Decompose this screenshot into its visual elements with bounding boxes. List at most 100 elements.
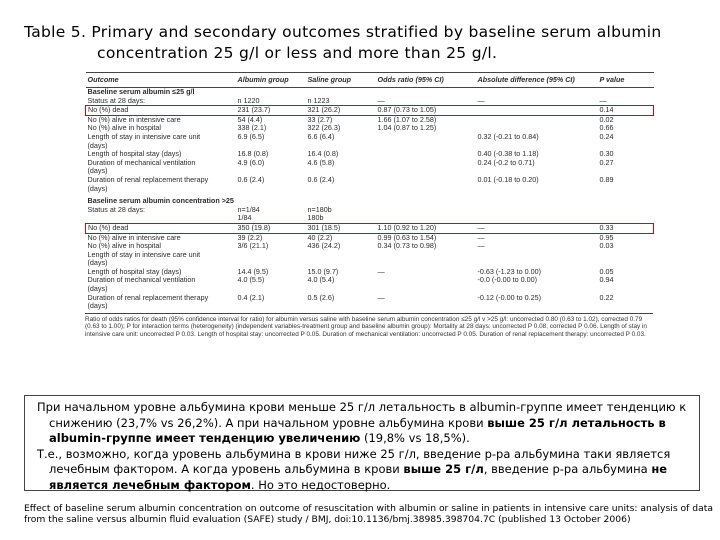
row-label-cell: Duration of mechanical ventilation	[87, 158, 196, 167]
table-cell: 0.01 (-0.18 to 0.20)	[477, 175, 539, 184]
table-cell: 1.04 (0.87 to 1.25)	[377, 124, 437, 133]
commentary-box: При начальном уровне альбумина крови мен…	[24, 395, 700, 492]
commentary-2-text-c: , введение р-ра альбумина	[483, 462, 652, 476]
commentary-1-text-a: При начальном уровне альбумина крови мен…	[37, 400, 687, 430]
table-cell: 15.0 (9.7)	[307, 267, 339, 276]
table-cell	[236, 88, 306, 97]
table-cell: 4.0 (5.5)	[237, 276, 265, 285]
table-row: No (%) alive in hospital 3/6 (21.1) 436 (2…	[86, 242, 654, 251]
row-label-cell: (days)	[87, 167, 108, 176]
table-cell	[476, 115, 598, 124]
table-cell	[598, 302, 654, 311]
row-label-cell: No (%) dead	[85, 222, 236, 234]
commentary-2-bold-2: не является лечебным фактором	[49, 462, 668, 492]
row-label-cell: (days)	[87, 259, 108, 268]
table-cell: 16.4 (0.8)	[307, 150, 339, 159]
table-cell: 0.66	[599, 124, 614, 133]
table-cell	[376, 133, 476, 142]
table-cell	[306, 259, 376, 268]
table-cell	[236, 167, 306, 176]
table-cell: 1.66 (1.07 to 2.58)	[377, 115, 437, 124]
row-label-cell: (days)	[87, 184, 108, 193]
table-row: No (%) alive in intensive care 39 (2.2) 40…	[86, 233, 654, 242]
commentary-2-text-e: . Но это недостоверно.	[250, 477, 391, 492]
table-cell: 16.8 (0.8)	[237, 150, 269, 159]
table-cell: 0.94	[599, 276, 614, 285]
table-cell	[598, 285, 654, 294]
slide-title-line-1: Table 5. Primary and secondary outcomes …	[24, 23, 662, 41]
table-cell: 6.6 (6.4)	[307, 132, 335, 141]
table-cell: 0.6 (2.4)	[237, 175, 265, 184]
row-label-cell: (days)	[87, 302, 108, 311]
table-cell: 0.05	[599, 267, 614, 276]
table-cell: —	[377, 293, 385, 302]
table-cell	[476, 251, 598, 260]
table-cell	[476, 259, 598, 268]
table-footnote: Ratio of odds ratios for death (95% conf…	[85, 312, 653, 354]
table-row: Length of stay in intensive care unit 6.9…	[86, 133, 654, 142]
column-header: Absolute difference (95% CI)	[475, 72, 598, 88]
table-row: Length of hospital stay (days) 14.4 (9.5)…	[86, 268, 654, 277]
table-cell	[598, 259, 654, 268]
table-cell	[376, 167, 476, 176]
table-cell: 0.95	[599, 233, 614, 242]
table-cell: 0.22	[599, 293, 614, 302]
outcomes-table-grid: Outcome Albumin group Saline group Odds rat…	[85, 72, 654, 311]
table-cell	[476, 206, 598, 215]
table-cell: —	[477, 233, 485, 242]
table-cell	[476, 124, 598, 133]
table-cell: 0.24	[599, 132, 614, 141]
slide-title: Table 5. Primary and secondary outcomes …	[24, 22, 694, 64]
table-cell	[376, 285, 476, 294]
table-row: No (%) dead 350 (19.8) 301 (18.5) 1.10 (0.9…	[85, 222, 654, 234]
table-cell	[306, 197, 376, 206]
table-cell: 0.03	[599, 242, 614, 251]
table-cell: 0.5 (2.6)	[307, 293, 335, 302]
table-cell: 4.0 (5.4)	[307, 276, 335, 285]
table-cell	[598, 88, 654, 97]
table-cell: n 1223	[307, 96, 330, 105]
table-cell: 0.4 (2.1)	[237, 293, 265, 302]
table-cell: 0.14	[597, 105, 654, 116]
table-cell	[376, 197, 476, 206]
table-cell	[236, 302, 306, 311]
table-cell	[598, 214, 654, 223]
table-cell: 6.9 (6.5)	[237, 132, 265, 141]
table-cell: 39 (2.2)	[237, 233, 263, 242]
table-cell	[475, 105, 598, 116]
table-cell: -0.0 (-0.00 to 0.00)	[477, 276, 538, 285]
table-section-row: Baseline serum albumin concentration >25…	[86, 197, 654, 206]
table-cell	[306, 185, 376, 194]
column-header: P value	[597, 72, 654, 88]
table-cell: —	[377, 96, 385, 105]
table-row: No (%) alive in intensive care 54 (4.4) 33…	[86, 115, 654, 124]
table-cell	[598, 142, 654, 151]
table-cell	[236, 185, 306, 194]
table-cell: n=1/84	[237, 205, 260, 214]
row-label-cell: Length of hospital stay (days)	[87, 150, 182, 159]
table-cell: 338 (2.1)	[237, 124, 267, 133]
table-header-row: Outcome Albumin group Saline group Odds rat…	[85, 72, 654, 88]
table-row: No (%) dead 231 (23.7) 321 (26.2) 0.87 (0.7…	[85, 105, 654, 116]
table-cell	[376, 251, 476, 260]
table-cell: 180b	[307, 214, 324, 223]
row-label-cell: Duration of mechanical ventilation	[87, 276, 196, 285]
table-cell: 14.4 (9.5)	[237, 267, 269, 276]
table-cell: —	[477, 96, 485, 105]
table-cell: 322 (26.3)	[307, 124, 341, 133]
table-row: (days)	[86, 259, 654, 268]
table-cell	[598, 251, 654, 260]
table-cell	[376, 88, 476, 97]
table-cell: 0.33	[597, 222, 654, 234]
slide-title-line-2: concentration 25 g/l or less and more th…	[97, 44, 498, 62]
table-row: Duration of renal replacement therapy 0.6…	[86, 176, 654, 185]
table-cell: 0.32 (-0.21 to 0.84)	[477, 132, 539, 141]
table-cell: 33 (2.7)	[307, 115, 333, 124]
table-cell	[476, 167, 598, 176]
table-cell: 3/6 (21.1)	[237, 242, 269, 251]
table-row: Duration of mechanical ventilation 4.0 (5…	[86, 276, 654, 285]
table-cell: 1.10 (0.92 to 1.20)	[375, 222, 476, 234]
table-cell: 0.30	[599, 150, 614, 159]
table-cell	[376, 142, 476, 151]
table-cell	[598, 206, 654, 215]
